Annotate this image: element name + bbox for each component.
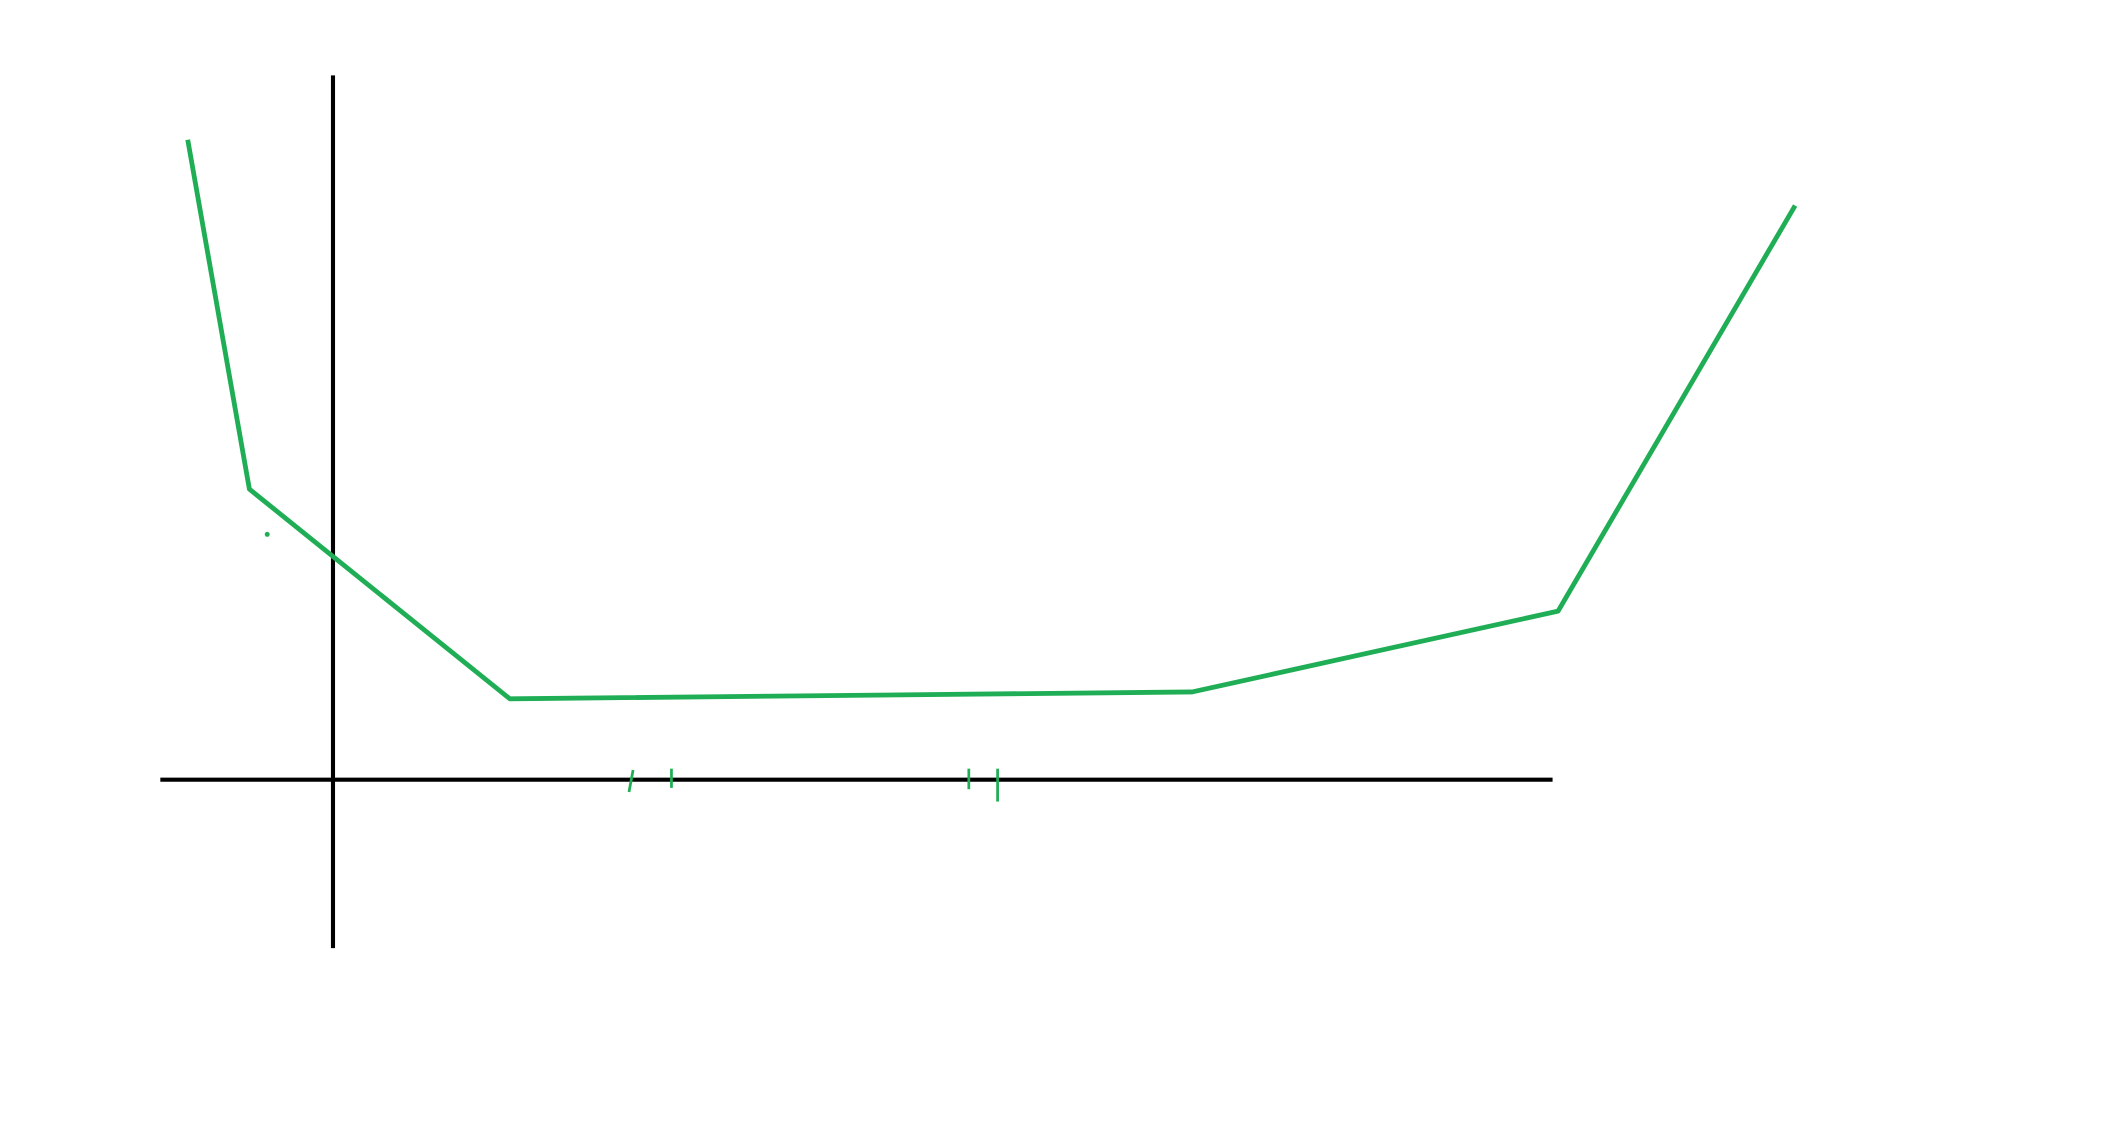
tick-mark [627,769,635,793]
dot [264,531,270,537]
curve [185,139,1798,702]
